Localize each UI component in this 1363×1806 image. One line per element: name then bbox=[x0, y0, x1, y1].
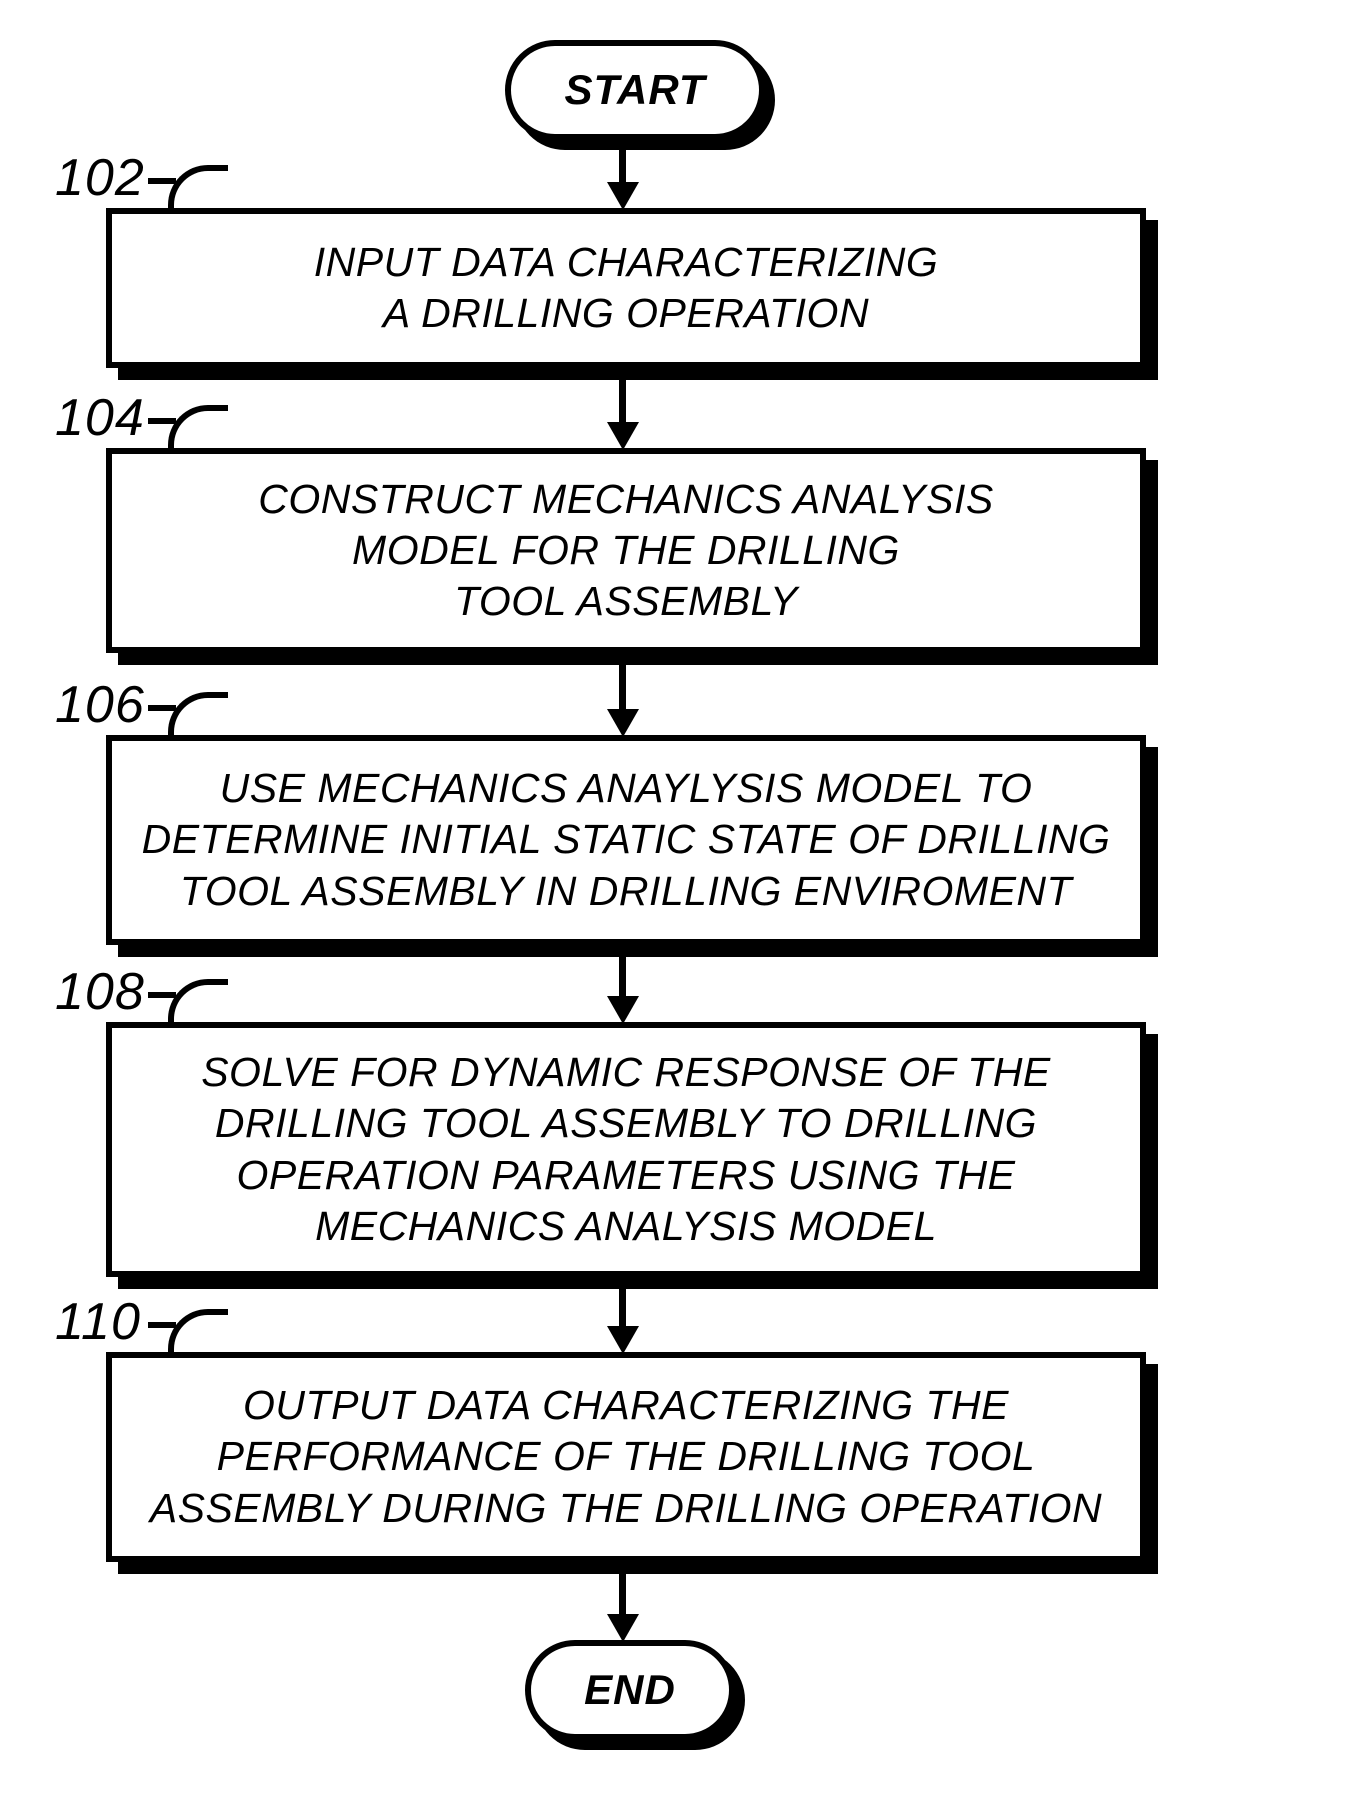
step-110: OUTPUT DATA CHARACTERIZING THE PERFORMAN… bbox=[106, 1352, 1146, 1562]
end-terminal: END bbox=[525, 1640, 735, 1740]
flowchart-container: START 102 INPUT DATA CHARACTERIZING A DR… bbox=[0, 0, 1363, 1806]
ref-102: 102 bbox=[55, 148, 145, 208]
arrow-6-head bbox=[607, 1614, 639, 1642]
hook-tail-104 bbox=[148, 418, 176, 424]
arrow-1-head bbox=[607, 182, 639, 210]
hook-tail-110 bbox=[148, 1322, 176, 1328]
step-108: SOLVE FOR DYNAMIC RESPONSE OF THE DRILLI… bbox=[106, 1022, 1146, 1277]
arrow-6-line bbox=[619, 1572, 626, 1618]
start-label: START bbox=[564, 66, 705, 114]
arrow-1-line bbox=[619, 140, 626, 185]
arrow-5-head bbox=[607, 1326, 639, 1354]
step-108-text: SOLVE FOR DYNAMIC RESPONSE OF THE DRILLI… bbox=[201, 1047, 1051, 1252]
step-106-text: USE MECHANICS ANAYLYSIS MODEL TO DETERMI… bbox=[142, 763, 1111, 917]
step-104: CONSTRUCT MECHANICS ANALYSIS MODEL FOR T… bbox=[106, 448, 1146, 653]
arrow-3-line bbox=[619, 663, 626, 713]
arrow-3-head bbox=[607, 709, 639, 737]
ref-108: 108 bbox=[55, 962, 145, 1022]
arrow-2-line bbox=[619, 378, 626, 426]
hook-tail-108 bbox=[148, 992, 176, 998]
step-102-text: INPUT DATA CHARACTERIZING A DRILLING OPE… bbox=[314, 237, 938, 340]
hook-tail-106 bbox=[148, 705, 176, 711]
step-110-text: OUTPUT DATA CHARACTERIZING THE PERFORMAN… bbox=[150, 1380, 1102, 1534]
ref-104: 104 bbox=[55, 388, 145, 448]
end-label: END bbox=[584, 1666, 676, 1714]
start-terminal: START bbox=[505, 40, 765, 140]
arrow-4-head bbox=[607, 996, 639, 1024]
arrow-5-line bbox=[619, 1287, 626, 1330]
step-104-text: CONSTRUCT MECHANICS ANALYSIS MODEL FOR T… bbox=[258, 474, 993, 628]
step-106: USE MECHANICS ANAYLYSIS MODEL TO DETERMI… bbox=[106, 735, 1146, 945]
arrow-4-line bbox=[619, 955, 626, 1000]
arrow-2-head bbox=[607, 422, 639, 450]
ref-110: 110 bbox=[55, 1292, 141, 1352]
hook-tail-102 bbox=[148, 178, 176, 184]
ref-106: 106 bbox=[55, 675, 145, 735]
step-102: INPUT DATA CHARACTERIZING A DRILLING OPE… bbox=[106, 208, 1146, 368]
